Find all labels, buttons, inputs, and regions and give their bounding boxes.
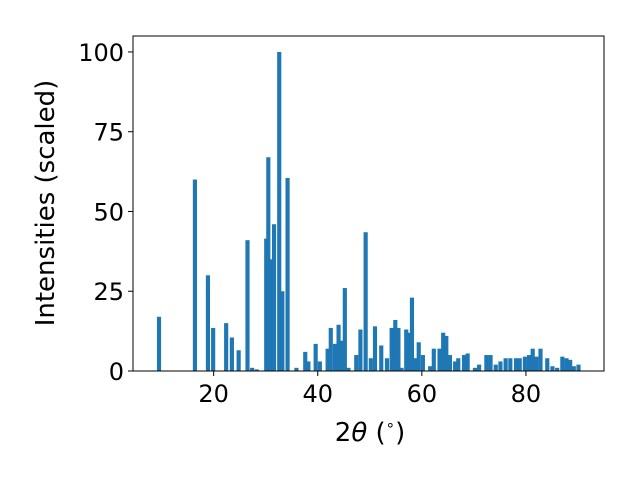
bar [503,358,508,371]
bar [224,323,229,371]
bar [472,367,478,371]
bar [354,355,359,371]
bar [342,288,347,371]
bar [461,355,467,371]
y-tick-label: 0 [109,358,124,386]
bar [306,361,311,371]
x-tick-label: 20 [198,380,229,408]
bar [407,332,412,371]
bar [303,351,308,371]
bar [317,361,322,371]
bar [444,335,449,371]
bar [508,358,513,371]
bar [313,343,318,371]
bar [416,342,421,371]
bar [498,361,503,371]
bar [453,361,458,371]
bar [266,157,271,371]
plot-frame [132,35,605,372]
bar [336,324,341,371]
bar [431,348,436,371]
bar [526,355,532,371]
bar [271,224,277,371]
bar [205,275,211,371]
y-tick-label: 50 [93,198,124,226]
bar [399,367,404,371]
bar [294,367,299,371]
bar [493,364,498,371]
bar [211,327,216,371]
bar [372,326,378,371]
bar [550,366,555,371]
bar [332,343,338,371]
bar [254,369,259,371]
x-axis-label: 2θ (∘) [335,416,405,448]
bar [404,329,409,371]
bar [384,358,390,371]
bar [560,356,565,371]
bar [393,319,398,371]
bar [409,297,415,371]
bar [358,329,363,371]
bar [534,356,539,371]
bar [484,355,489,371]
bar [328,327,333,371]
bar [280,291,285,371]
bar [530,348,535,371]
bar [545,358,550,371]
y-axis-ticks: 0 25 50 75 100 [78,39,133,386]
bar [236,350,241,371]
bar [538,348,543,371]
bar [428,366,433,371]
bar [513,358,519,371]
bar [264,238,269,371]
bar [571,366,576,371]
bar [363,232,368,371]
bar [517,358,522,371]
bar [564,358,569,371]
bar [250,367,255,371]
x-axis-ticks: 20 40 60 80 [198,371,541,408]
bar [192,179,198,371]
bar [456,358,461,371]
bar [413,358,418,371]
bar [488,355,493,371]
y-tick-label: 75 [93,119,124,147]
bar [389,327,394,371]
bar [441,332,446,371]
bar [568,359,573,371]
bar [325,348,330,371]
x-tick-label: 60 [407,380,438,408]
bar [379,345,384,371]
bar [447,355,453,371]
bar [277,51,282,371]
y-tick-label: 100 [78,39,124,67]
bar [285,177,290,371]
y-tick-label: 25 [93,278,124,306]
bar [245,240,250,371]
y-axis-label: Intensities (scaled) [31,80,61,327]
bar [156,316,162,371]
bar [465,353,470,371]
bar [396,327,401,371]
bar [420,355,425,371]
x-tick-label: 80 [511,380,542,408]
bar-series [156,51,581,371]
bar [437,348,442,371]
bar [477,364,482,371]
bar [368,358,373,371]
bar [555,367,560,371]
bar [522,356,527,371]
x-tick-label: 40 [302,380,333,408]
bar [346,367,351,371]
bar [229,337,234,371]
bar [576,364,581,371]
bar [339,340,344,371]
bar [268,259,273,371]
